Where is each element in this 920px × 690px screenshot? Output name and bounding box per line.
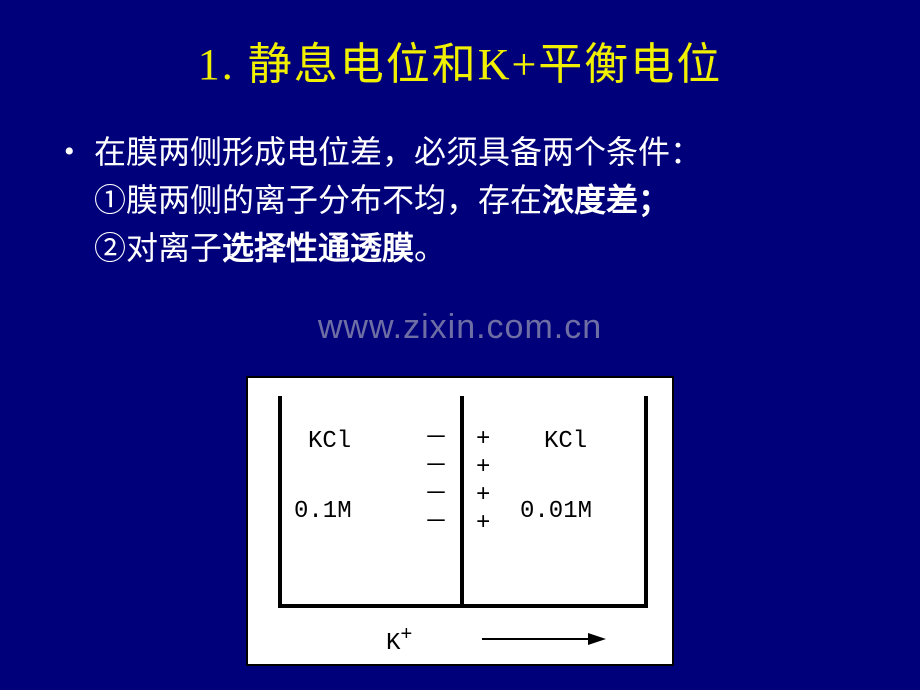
left-compound-label: KCl	[308, 428, 351, 455]
arrow-head-icon	[588, 633, 606, 645]
minus-sign: －	[424, 510, 448, 538]
membrane-bar	[460, 396, 464, 606]
bullet-dot-icon: •	[60, 128, 94, 272]
bullet-line2a: ①膜两侧的离子分布不均，存在	[94, 182, 542, 218]
plus-sign: +	[476, 426, 490, 454]
right-compound-label: KCl	[544, 428, 587, 455]
minus-sign: －	[424, 426, 448, 454]
bullet-line3b-bold: 选择性通透膜	[222, 230, 414, 266]
slide-title: 1. 静息电位和K+平衡电位	[0, 0, 920, 92]
ion-symbol: K	[386, 630, 400, 657]
plus-sign: +	[476, 482, 490, 510]
container-wall-left	[278, 396, 282, 608]
ion-charge: +	[400, 624, 412, 647]
right-concentration-label: 0.01M	[520, 498, 592, 525]
bullet-text: 在膜两侧形成电位差，必须具备两个条件： ①膜两侧的离子分布不均，存在浓度差； ②…	[94, 128, 880, 272]
container-wall-right	[644, 396, 648, 608]
watermark: www.zixin.com.cn	[0, 308, 920, 347]
minus-sign: －	[424, 454, 448, 482]
minus-sign: －	[424, 482, 448, 510]
bullet-line2b-bold: 浓度差；	[542, 182, 670, 218]
bullet-item: • 在膜两侧形成电位差，必须具备两个条件： ①膜两侧的离子分布不均，存在浓度差；…	[60, 128, 880, 272]
left-concentration-label: 0.1M	[294, 498, 352, 525]
arrow-line	[482, 638, 590, 640]
diagram-box: KCl 0.1M KCl 0.01M － － － － + + + + K+	[246, 376, 674, 666]
positive-signs: + + + +	[476, 426, 490, 538]
negative-signs: － － － －	[424, 426, 448, 538]
ion-label: K+	[386, 624, 412, 657]
bullet-line3a: ②对离子	[94, 230, 222, 266]
plus-sign: +	[476, 454, 490, 482]
diagram: KCl 0.1M KCl 0.01M － － － － + + + + K+	[246, 376, 674, 668]
bullet-list: • 在膜两侧形成电位差，必须具备两个条件： ①膜两侧的离子分布不均，存在浓度差；…	[0, 128, 920, 272]
bullet-line3c: 。	[414, 230, 446, 266]
plus-sign: +	[476, 510, 490, 538]
bullet-line1: 在膜两侧形成电位差，必须具备两个条件：	[94, 134, 702, 170]
